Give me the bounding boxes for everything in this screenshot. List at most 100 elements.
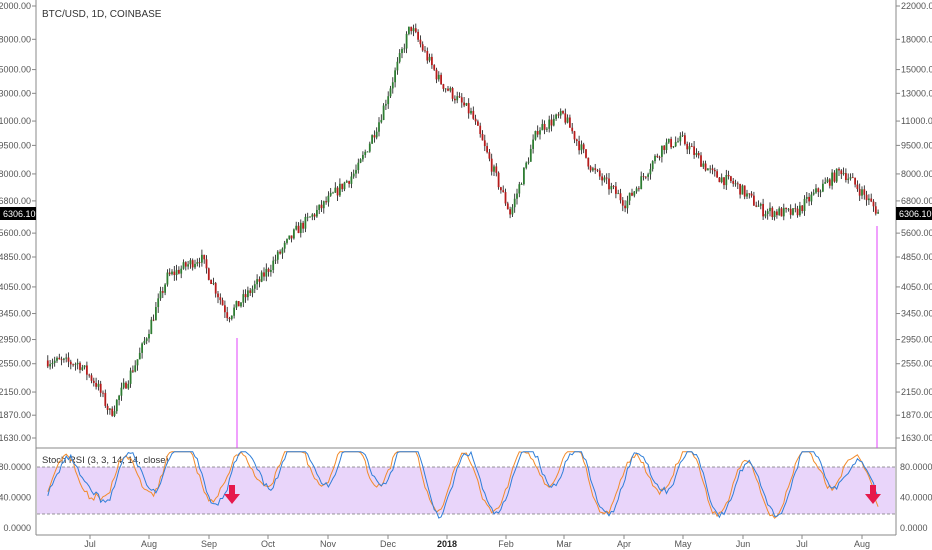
candle-body	[624, 205, 626, 209]
candle-body	[104, 392, 107, 406]
candle-body	[191, 260, 194, 268]
candle-body	[83, 365, 86, 368]
candle-body	[569, 117, 571, 128]
candle-body	[831, 172, 833, 186]
candle-body	[440, 74, 442, 85]
candle-body	[619, 193, 622, 201]
indicator-axis[interactable]: 0.0000 0.0000 40.0000 40.0000 80.0000 80.0000	[0, 462, 932, 533]
candle-body	[157, 298, 160, 308]
candle-body	[674, 141, 677, 147]
time-axis[interactable]: Jul Aug Sep Oct Nov Dec 2018 Feb Mar Apr May Jun Jul…	[84, 535, 870, 549]
candle-body	[647, 174, 649, 177]
candle-body	[872, 201, 875, 207]
candle-body	[249, 290, 252, 294]
candle-body	[640, 176, 643, 190]
candle-body	[272, 260, 275, 271]
price-pane[interactable]	[36, 0, 896, 447]
candle-body	[380, 119, 383, 123]
candle-body	[759, 203, 762, 206]
candle-body	[132, 370, 134, 372]
candle-body	[782, 207, 785, 217]
candle-body	[504, 192, 507, 204]
candle-body	[789, 208, 792, 215]
candle-body	[171, 271, 173, 275]
candle-body	[288, 235, 291, 240]
candle-body	[214, 283, 217, 294]
price-tick-label-left: 11000.00	[0, 116, 31, 126]
price-tick-label-right: 8000.00	[901, 169, 932, 179]
candle-body	[808, 196, 810, 202]
candle-body	[290, 235, 293, 239]
candle-body	[539, 130, 541, 135]
candle-body	[534, 131, 537, 140]
candle-body	[771, 207, 774, 218]
price-tick-label-left: 22000.00	[0, 1, 31, 11]
candle-body	[385, 104, 387, 106]
price-axis[interactable]: 1630.00 1630.00 1870.00 1870.00 2150.00 2150.…	[0, 1, 932, 443]
time-tick-label: Nov	[320, 539, 337, 549]
candle-body	[336, 187, 339, 196]
candle-body	[608, 178, 610, 190]
candle-body	[113, 411, 116, 416]
candle-body	[506, 203, 509, 210]
price-tick-label-left: 4850.00	[0, 252, 31, 262]
candle-body	[716, 171, 718, 178]
candle-body	[638, 188, 640, 190]
candle-body	[481, 134, 484, 141]
candle-body	[451, 88, 454, 99]
candle-body	[224, 305, 226, 313]
candle-body	[870, 198, 873, 202]
price-tick-label-left: 18000.00	[0, 34, 31, 44]
candle-body	[458, 96, 461, 98]
candle-body	[297, 225, 300, 234]
price-tick-label-left: 15000.00	[0, 65, 31, 75]
candle-body	[414, 28, 417, 32]
candle-body	[483, 140, 486, 147]
candle-body	[817, 188, 820, 192]
candle-body	[182, 262, 185, 269]
candle-body	[840, 170, 843, 175]
candle-body	[688, 146, 691, 150]
candle-body	[474, 118, 477, 122]
candle-body	[711, 168, 714, 170]
candle-body	[180, 268, 183, 274]
candle-body	[596, 169, 599, 171]
candle-body	[51, 362, 54, 365]
candle-body	[578, 141, 580, 151]
candle-body	[543, 123, 546, 130]
candle-body	[352, 173, 355, 177]
candle-body	[764, 214, 767, 217]
candle-body	[129, 370, 132, 384]
candle-body	[548, 119, 551, 129]
candle-body	[799, 205, 801, 216]
candle-body	[237, 301, 240, 307]
candle-body	[727, 174, 730, 177]
time-tick-label: Apr	[617, 539, 631, 549]
candle-body	[571, 127, 574, 132]
candle-body	[325, 201, 327, 203]
candle-body	[394, 70, 396, 83]
candle-body	[612, 186, 615, 187]
candle-body	[564, 113, 567, 123]
candle-body	[49, 364, 51, 367]
indicator-tick-label-right: 0.0000	[900, 523, 928, 533]
candle-body	[311, 214, 314, 217]
candle-body	[127, 383, 130, 389]
candle-body	[460, 97, 463, 103]
price-tick-label-right: 15000.00	[901, 65, 932, 75]
candle-body	[842, 173, 845, 175]
candle-body	[851, 177, 854, 179]
candle-body	[102, 392, 104, 394]
candle-body	[626, 200, 629, 209]
candle-body	[541, 123, 544, 131]
price-tick-label-right: 18000.00	[901, 34, 932, 44]
candle-body	[523, 167, 525, 185]
candle-body	[306, 216, 309, 218]
candle-body	[633, 191, 636, 196]
candle-body	[194, 263, 196, 268]
candle-body	[118, 395, 120, 400]
candle-body	[65, 357, 68, 359]
candle-body	[511, 207, 514, 215]
candle-body	[730, 176, 732, 182]
candle-body	[56, 357, 58, 361]
